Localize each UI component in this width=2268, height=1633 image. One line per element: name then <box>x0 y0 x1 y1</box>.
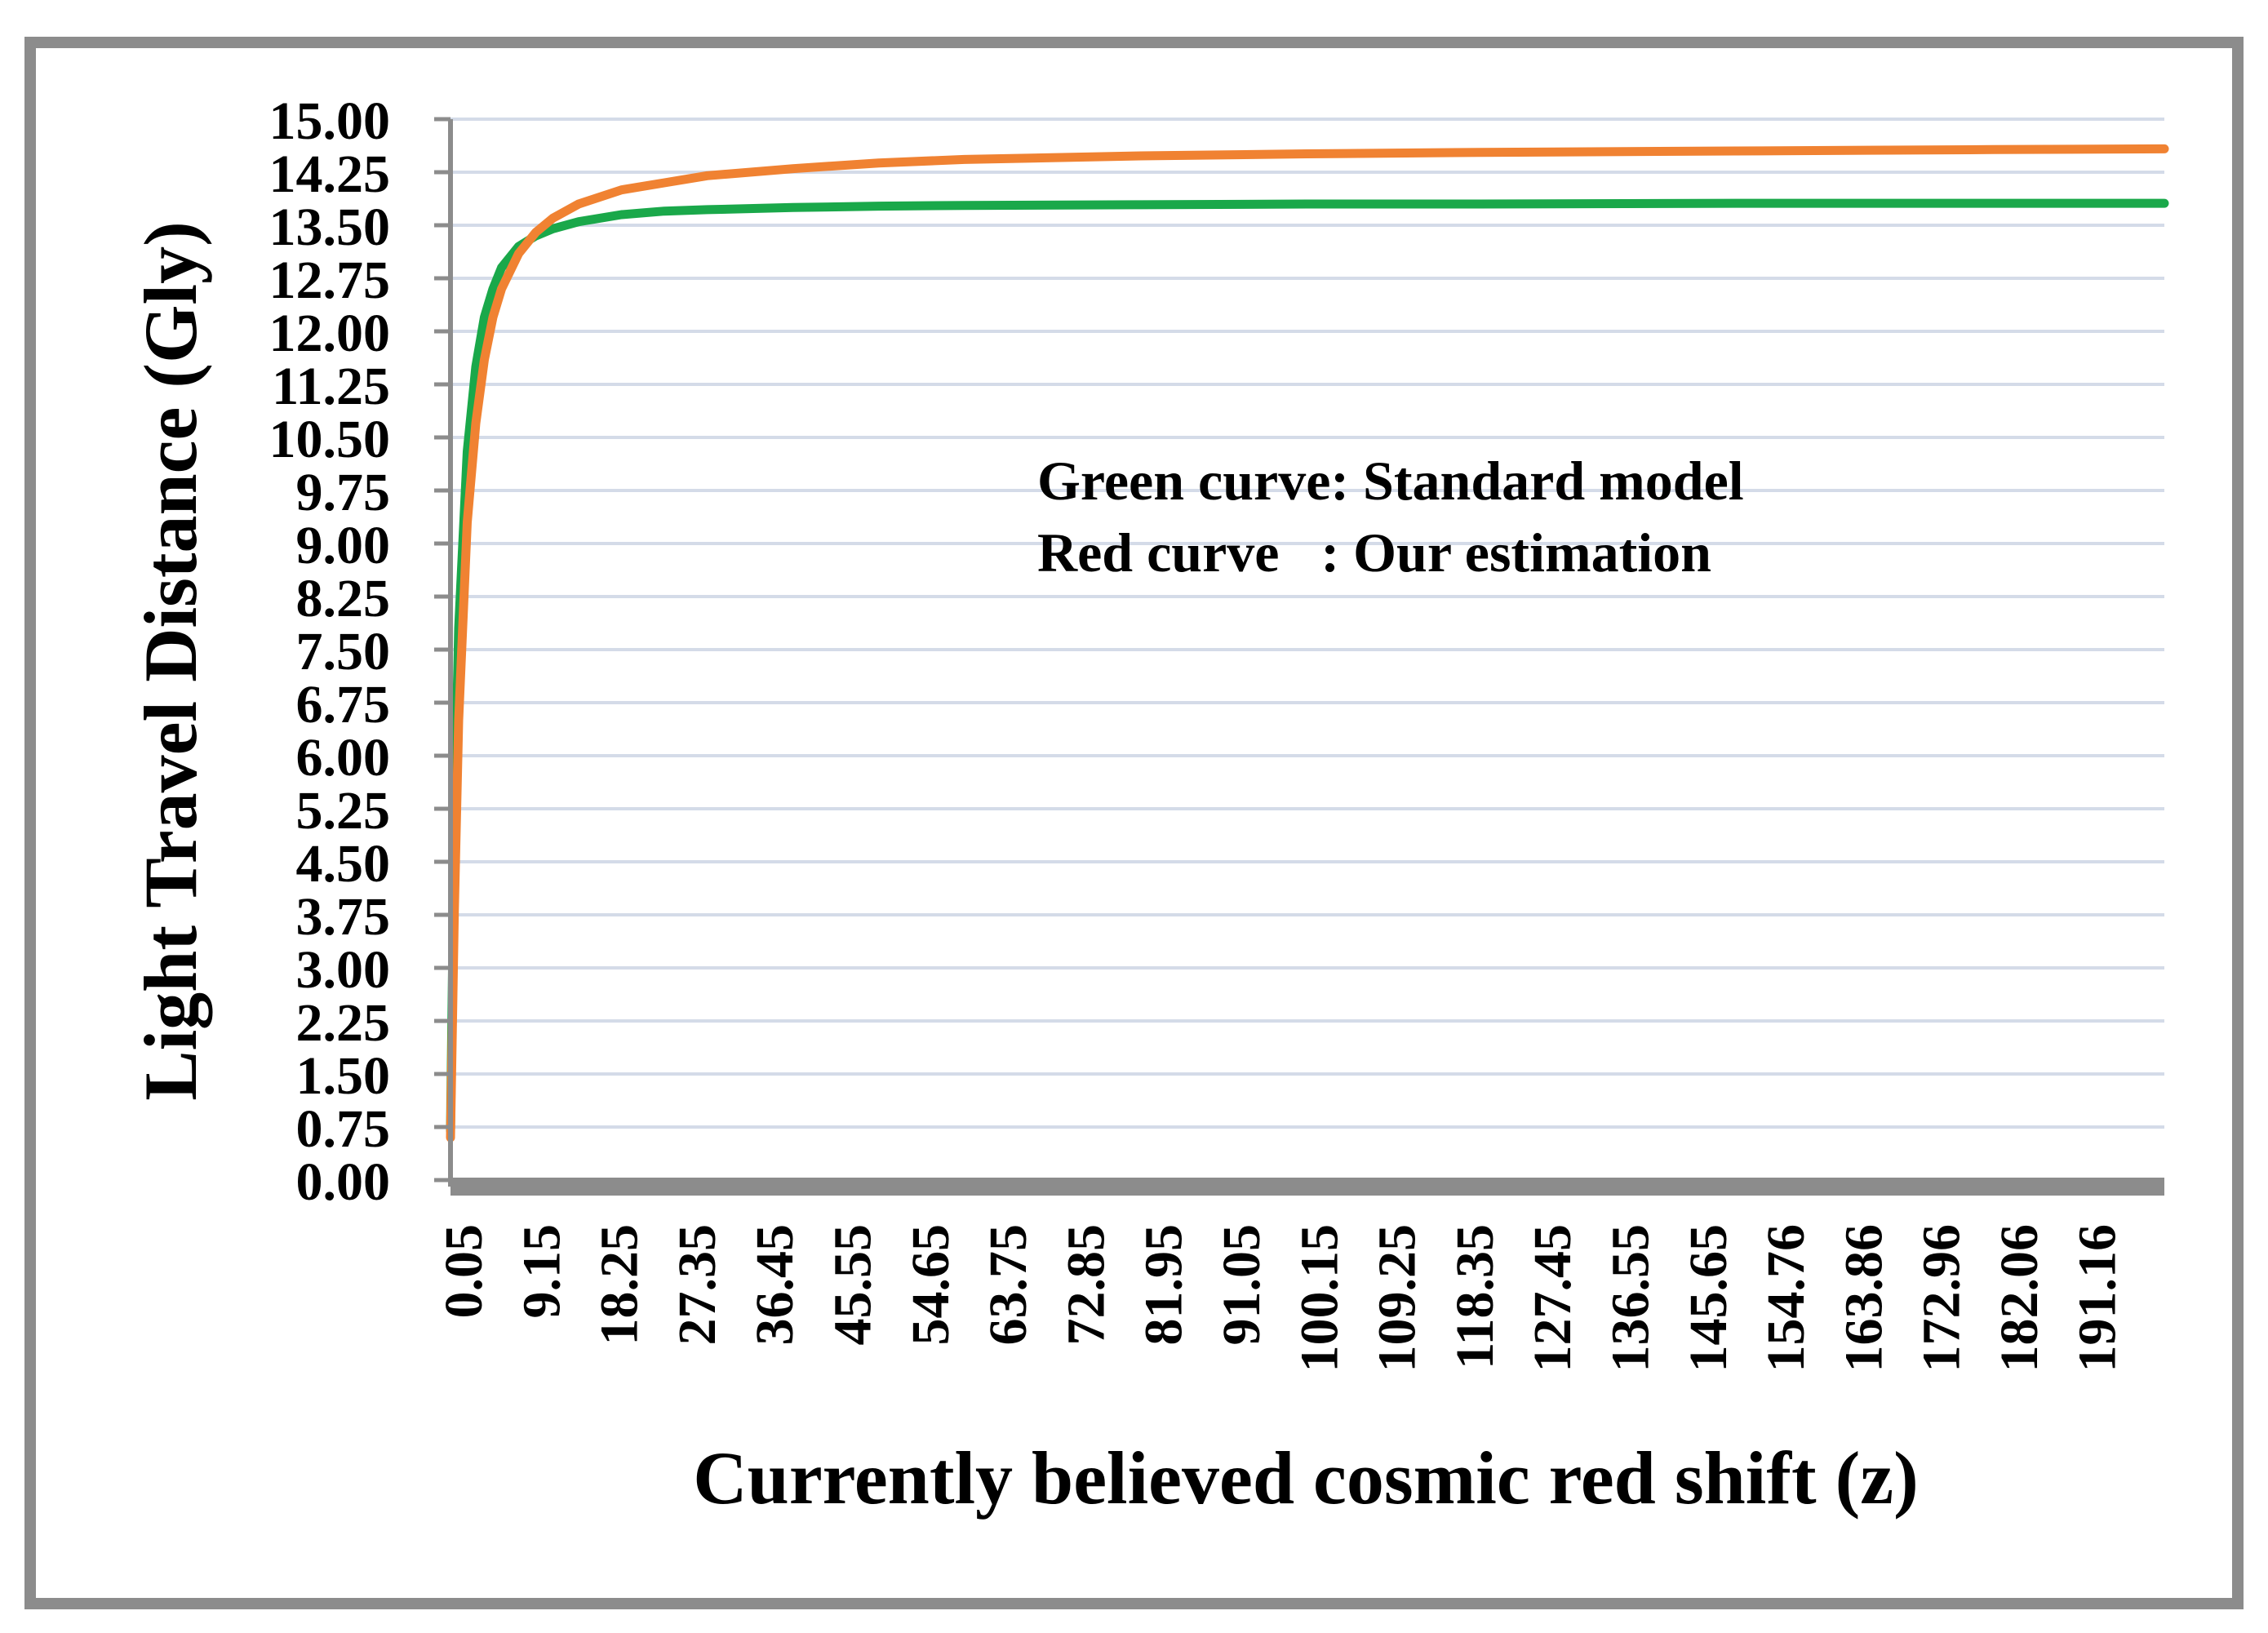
x-tick-label: 154.76 <box>1756 1224 1816 1373</box>
y-tick-label: 3.75 <box>296 887 391 947</box>
y-tick-label: 2.25 <box>296 993 391 1053</box>
x-axis-title: Currently believed cosmic red shift (z) <box>693 1436 1919 1520</box>
y-tick-label: 1.50 <box>296 1046 391 1106</box>
x-tick-label: 81.95 <box>1134 1224 1194 1346</box>
x-tick-labels: 0.05 9.15 18.25 27.35 36.45 45.55 54.65 63.75 72… <box>434 1224 2127 1373</box>
y-tick-label: 6.00 <box>296 728 391 788</box>
x-tick-label: 109.25 <box>1368 1224 1427 1373</box>
x-tick-label: 9.15 <box>512 1224 571 1319</box>
x-tick-label: 0.05 <box>434 1224 494 1319</box>
x-tick-label: 145.65 <box>1679 1224 1738 1373</box>
y-tick-label: 8.25 <box>296 569 391 628</box>
x-tick-label: 36.45 <box>745 1224 805 1346</box>
x-tick-label: 163.86 <box>1834 1224 1893 1373</box>
y-tick-label: 11.25 <box>272 357 390 416</box>
axes <box>434 117 2164 1196</box>
y-tick-label: 10.50 <box>269 410 391 469</box>
series-our-estimation-line <box>446 144 2169 1143</box>
x-tick-label: 54.65 <box>901 1224 961 1346</box>
y-tick-label: 0.75 <box>296 1099 391 1159</box>
y-tick-label: 14.25 <box>269 144 391 204</box>
x-tick-label: 191.16 <box>2067 1224 2127 1373</box>
x-tick-label: 63.75 <box>979 1224 1038 1346</box>
x-tick-label: 72.85 <box>1056 1224 1116 1346</box>
x-tick-label: 91.05 <box>1212 1224 1272 1346</box>
x-tick-label: 27.35 <box>668 1224 727 1346</box>
y-tick-label: 6.75 <box>296 675 391 734</box>
y-axis-title: Light Travel Distance (Gly) <box>129 221 212 1101</box>
x-tick-label: 172.96 <box>1912 1224 1972 1373</box>
y-tick-labels: 0.000.751.502.253.003.754.505.256.006.75… <box>269 91 391 1212</box>
x-tick-label: 18.25 <box>590 1224 650 1346</box>
y-tick-label: 4.50 <box>296 834 391 894</box>
x-tick-label: 100.15 <box>1289 1224 1349 1373</box>
y-tick-label: 9.00 <box>296 516 391 575</box>
gridlines <box>450 118 2164 1129</box>
x-tick-label: 136.55 <box>1601 1224 1661 1373</box>
annotation-green-curve: Green curve: Standard model <box>1037 450 1744 512</box>
y-tick-label: 0.00 <box>296 1152 391 1212</box>
annotation-red-curve: Red curve : Our estimation <box>1037 521 1711 584</box>
x-tick-label: 118.35 <box>1445 1224 1505 1369</box>
x-tick-label: 127.45 <box>1523 1224 1582 1373</box>
x-tick-label: 45.55 <box>823 1224 883 1346</box>
y-tick-label: 15.00 <box>269 91 391 151</box>
chart-border <box>24 37 2244 1609</box>
y-tick-label: 9.75 <box>296 463 391 522</box>
y-tick-label: 12.75 <box>269 251 391 310</box>
y-tick-label: 7.50 <box>296 622 391 681</box>
data-series <box>446 144 2169 1143</box>
y-tick-label: 12.00 <box>269 304 391 363</box>
x-tick-label: 182.06 <box>1990 1224 2049 1373</box>
series-standard-model-line <box>446 198 2169 1135</box>
y-tick-label: 13.50 <box>269 197 391 257</box>
y-tick-label: 3.00 <box>296 940 391 1000</box>
y-tick-label: 5.25 <box>296 781 391 841</box>
